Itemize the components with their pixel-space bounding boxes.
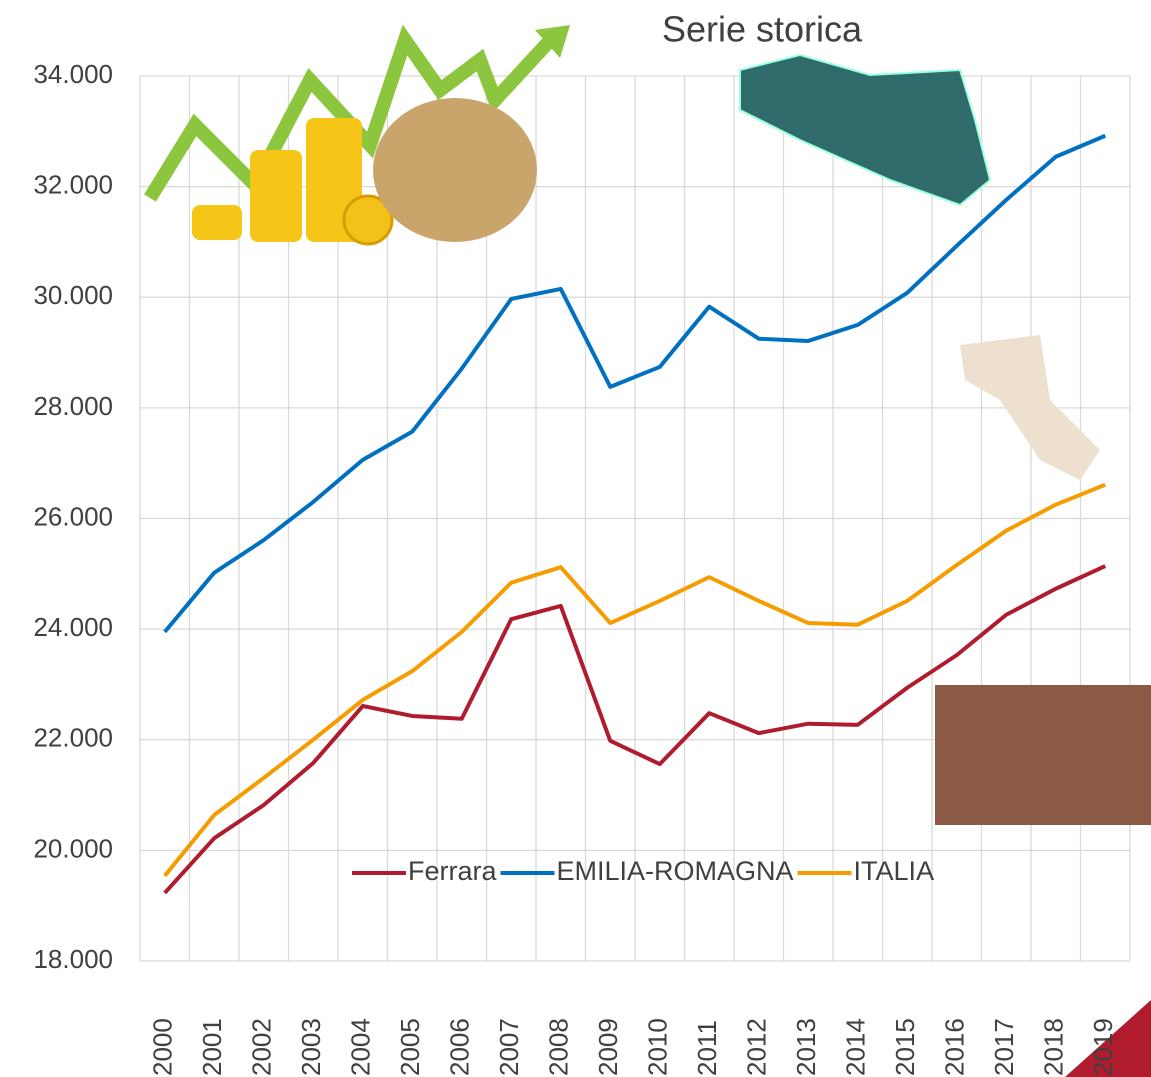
growth-arrow	[144, 24, 561, 202]
corner	[1065, 1000, 1151, 1077]
x-tick-label: 2010	[643, 1018, 673, 1076]
legend-label: ITALIA	[854, 856, 935, 886]
x-tick-label: 2002	[247, 1018, 277, 1076]
x-tick-label: 2019	[1088, 1018, 1118, 1076]
x-tick-label: 2017	[989, 1018, 1019, 1076]
y-tick-label: 28.000	[33, 391, 113, 421]
y-tick-label: 32.000	[33, 170, 113, 200]
x-tick-label: 2018	[1039, 1018, 1069, 1076]
x-tick-label: 2001	[197, 1018, 227, 1076]
x-tick-label: 2014	[841, 1018, 871, 1076]
line-series	[163, 133, 1107, 634]
legend-label: EMILIA-ROMAGNA	[557, 856, 794, 886]
coins	[250, 150, 302, 242]
money-bag	[373, 98, 537, 242]
x-tick-label: 2013	[791, 1018, 821, 1076]
y-tick-label: 26.000	[33, 501, 113, 531]
y-tick-label: 22.000	[33, 723, 113, 753]
x-tick-label: 2009	[593, 1018, 623, 1076]
x-tick-label: 2003	[296, 1018, 326, 1076]
line-series	[163, 482, 1106, 878]
coin	[342, 194, 394, 246]
y-tick-label: 30.000	[33, 280, 113, 310]
y-tick-label: 24.000	[33, 612, 113, 642]
italy-map	[960, 335, 1100, 480]
line-series	[163, 564, 1107, 895]
region-map	[739, 53, 992, 207]
x-tick-label: 2004	[346, 1018, 376, 1076]
coins	[192, 205, 242, 240]
x-tick-label: 2015	[890, 1018, 920, 1076]
x-tick-label: 2006	[445, 1018, 475, 1076]
castle-photo	[935, 685, 1151, 825]
decorations	[144, 24, 1151, 1077]
x-tick-label: 2007	[494, 1018, 524, 1076]
chart-title: Serie storica	[662, 9, 863, 50]
x-tick-label: 2011	[692, 1020, 722, 1076]
legend-label: Ferrara	[408, 856, 497, 886]
arrow-head	[535, 25, 570, 58]
y-tick-label: 34.000	[33, 59, 113, 89]
x-tick-label: 2012	[742, 1018, 772, 1076]
y-tick-label: 20.000	[33, 833, 113, 863]
x-tick-label: 2000	[148, 1018, 178, 1076]
y-tick-label: 18.000	[33, 944, 113, 974]
x-tick-label: 2005	[395, 1018, 425, 1076]
x-tick-label: 2016	[940, 1018, 970, 1076]
x-tick-label: 2008	[544, 1018, 574, 1076]
